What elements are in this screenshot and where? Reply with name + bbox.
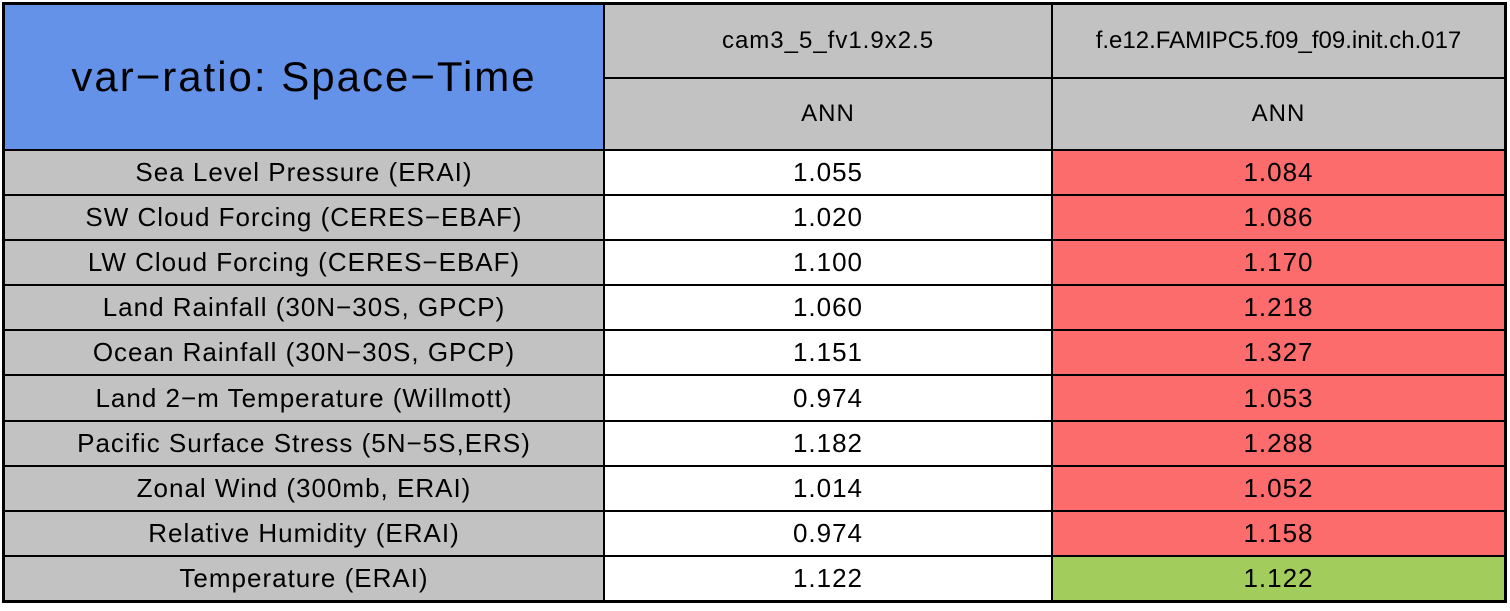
row-label: SW Cloud Forcing (CERES−EBAF): [5, 196, 603, 240]
row-label: Land Rainfall (30N−30S, GPCP): [5, 286, 603, 330]
value-model1: 1.014: [605, 466, 1051, 510]
value-model1: 1.182: [605, 421, 1051, 465]
value-model1: 1.060: [605, 286, 1051, 330]
value-model2: 1.084: [1053, 151, 1504, 195]
value-model1: 1.100: [605, 241, 1051, 285]
row-label: Relative Humidity (ERAI): [5, 511, 603, 555]
row-label: Ocean Rainfall (30N−30S, GPCP): [5, 331, 603, 375]
value-model1: 1.151: [605, 331, 1051, 375]
value-model2: 1.158: [1053, 511, 1504, 555]
value-model2: 1.218: [1053, 286, 1504, 330]
value-model2: 1.052: [1053, 466, 1504, 510]
season-header-model2: ANN: [1053, 79, 1504, 149]
value-model1: 1.055: [605, 151, 1051, 195]
row-label: LW Cloud Forcing (CERES−EBAF): [5, 241, 603, 285]
value-model2: 1.327: [1053, 331, 1504, 375]
row-label: Sea Level Pressure (ERAI): [5, 151, 603, 195]
column-header-model2: f.e12.FAMIPC5.f09_f09.init.ch.017: [1053, 5, 1504, 77]
row-label: Temperature (ERAI): [5, 556, 603, 600]
row-label: Pacific Surface Stress (5N−5S,ERS): [5, 421, 603, 465]
value-model2: 1.053: [1053, 376, 1504, 420]
value-model1: 0.974: [605, 511, 1051, 555]
value-model2: 1.122: [1053, 556, 1504, 600]
value-model1: 1.122: [605, 556, 1051, 600]
value-model1: 0.974: [605, 376, 1051, 420]
column-header-model1: cam3_5_fv1.9x2.5: [605, 5, 1051, 77]
season-header-model1: ANN: [605, 79, 1051, 149]
value-model2: 1.288: [1053, 421, 1504, 465]
value-model2: 1.086: [1053, 196, 1504, 240]
table-title: var−ratio: Space−Time: [5, 5, 603, 149]
row-label: Land 2−m Temperature (Willmott): [5, 376, 603, 420]
value-model2: 1.170: [1053, 241, 1504, 285]
value-model1: 1.020: [605, 196, 1051, 240]
row-label: Zonal Wind (300mb, ERAI): [5, 466, 603, 510]
